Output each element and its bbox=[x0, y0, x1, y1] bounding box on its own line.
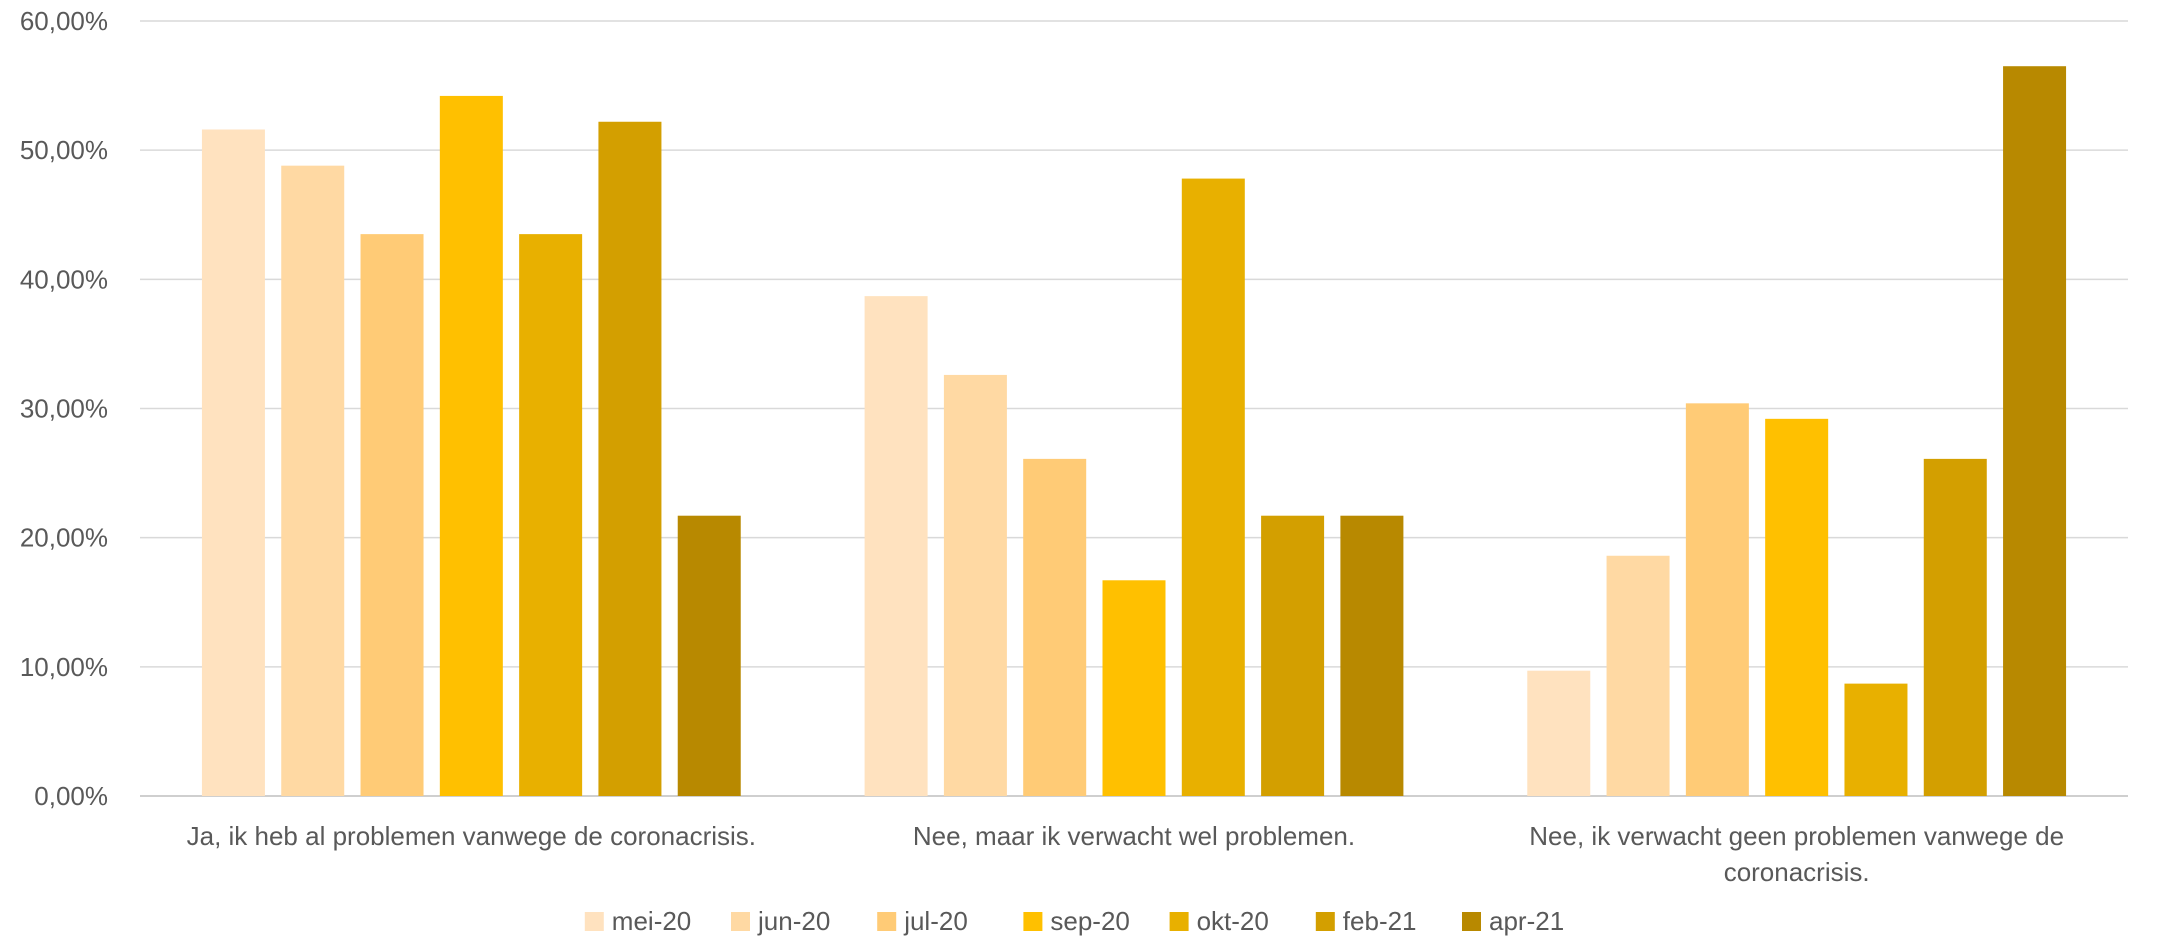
legend-swatch bbox=[731, 912, 750, 931]
y-tick-label: 20,00% bbox=[20, 523, 108, 553]
bars bbox=[201, 66, 2067, 797]
legend-label: jun-20 bbox=[757, 906, 830, 936]
bar bbox=[439, 95, 503, 796]
y-tick-label: 60,00% bbox=[20, 6, 108, 36]
bar bbox=[1606, 555, 1670, 796]
bar bbox=[1261, 515, 1325, 796]
bar bbox=[943, 374, 1007, 796]
legend-item: mei-20 bbox=[584, 906, 691, 936]
legend-item: jul-20 bbox=[877, 906, 968, 936]
legend-label: mei-20 bbox=[612, 906, 691, 936]
bar bbox=[1765, 418, 1829, 796]
legend-item: sep-20 bbox=[1023, 906, 1130, 936]
bar bbox=[519, 234, 583, 796]
legend-swatch bbox=[1315, 912, 1335, 931]
legend-label: apr-21 bbox=[1489, 906, 1564, 936]
bar bbox=[2003, 66, 2067, 797]
x-axis: Ja, ik heb al problemen vanwege de coron… bbox=[187, 821, 2064, 887]
category-label: coronacrisis. bbox=[1724, 857, 1870, 887]
bar bbox=[1023, 458, 1087, 796]
legend-item: jun-20 bbox=[731, 906, 830, 936]
bar bbox=[201, 129, 265, 796]
bar bbox=[281, 165, 345, 796]
legend-swatch bbox=[877, 912, 897, 931]
y-tick-label: 50,00% bbox=[20, 135, 108, 165]
y-axis: 0,00% 10,00% 20,00% 30,00% 40,00% 50,00% 60,00… bbox=[20, 6, 108, 811]
bar bbox=[1923, 458, 1987, 796]
bar bbox=[360, 234, 424, 796]
legend-item: feb-21 bbox=[1315, 906, 1417, 936]
bar bbox=[1844, 683, 1908, 796]
legend-label: feb-21 bbox=[1343, 906, 1417, 936]
bar bbox=[1527, 670, 1591, 796]
y-tick-label: 30,00% bbox=[20, 394, 108, 424]
legend-label: okt-20 bbox=[1197, 906, 1269, 936]
bar bbox=[677, 515, 741, 796]
bar bbox=[598, 121, 662, 796]
legend-item: apr-21 bbox=[1462, 906, 1564, 936]
legend-item: okt-20 bbox=[1169, 906, 1269, 936]
bar bbox=[864, 296, 928, 796]
legend-label: jul-20 bbox=[903, 906, 968, 936]
bar bbox=[1181, 178, 1245, 797]
legend-swatch bbox=[1169, 912, 1189, 931]
y-tick-label: 40,00% bbox=[20, 264, 108, 294]
legend-swatch bbox=[1023, 912, 1043, 931]
y-tick-label: 0,00% bbox=[34, 781, 108, 811]
legend: mei-20 jun-20 jul-20 sep-20 okt-20 feb-21 apr-… bbox=[584, 906, 1564, 936]
legend-swatch bbox=[1462, 912, 1481, 931]
bar bbox=[1340, 515, 1404, 796]
y-tick-label: 10,00% bbox=[20, 652, 108, 682]
legend-label: sep-20 bbox=[1050, 906, 1130, 936]
category-label: Nee, maar ik verwacht wel problemen. bbox=[913, 821, 1355, 851]
bar bbox=[1685, 403, 1749, 796]
category-label: Ja, ik heb al problemen vanwege de coron… bbox=[187, 821, 756, 851]
legend-swatch bbox=[584, 912, 604, 931]
bar bbox=[1102, 580, 1166, 796]
category-label: Nee, ik verwacht geen problemen vanwege … bbox=[1529, 821, 2064, 851]
